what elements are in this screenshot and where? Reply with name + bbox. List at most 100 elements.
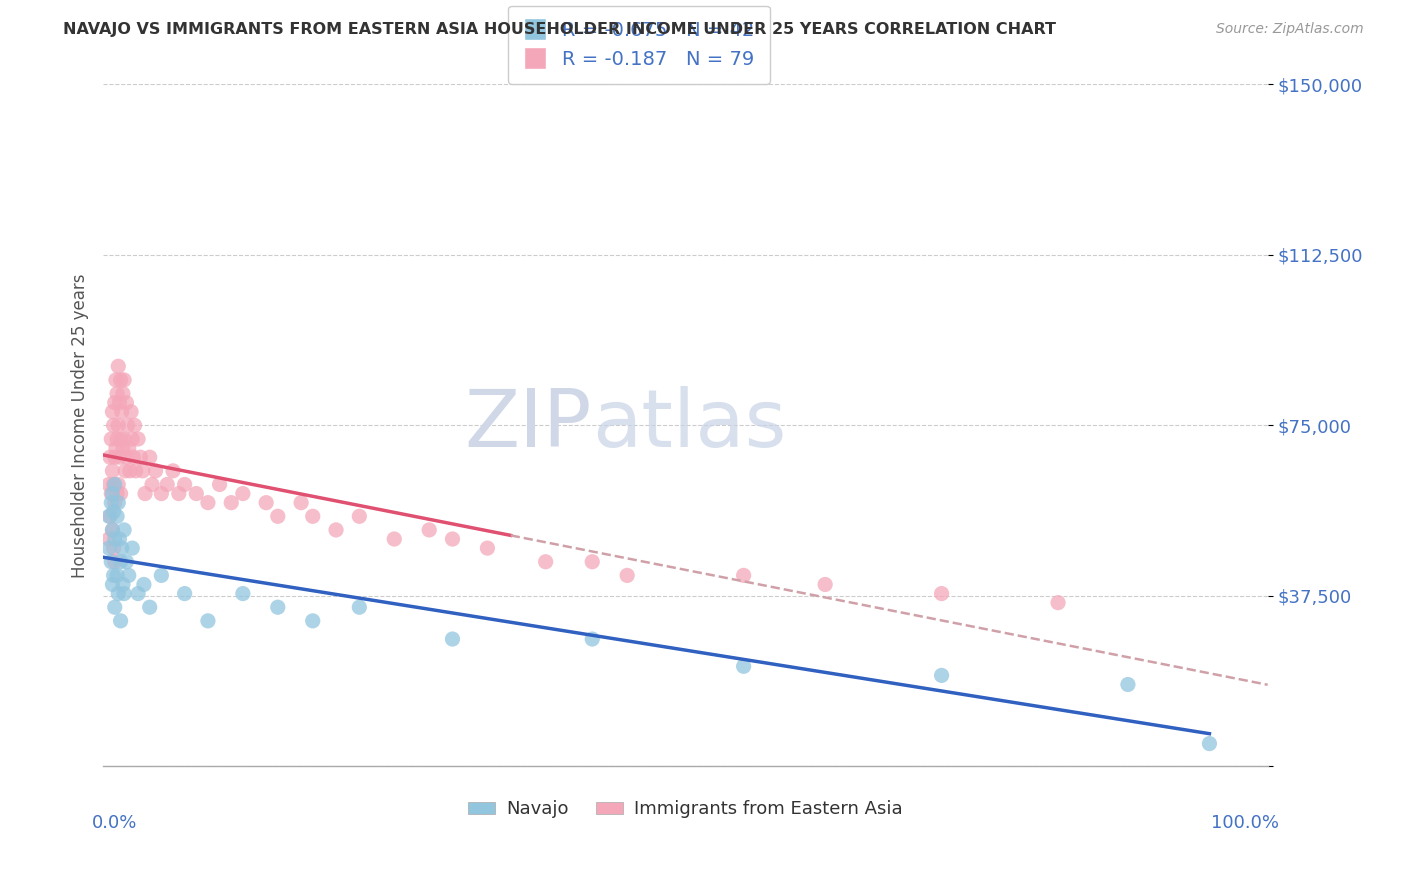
Point <box>97 541 120 555</box>
Point <box>104 450 127 465</box>
Point <box>103 505 125 519</box>
Text: 0.0%: 0.0% <box>91 814 136 832</box>
Point <box>150 568 173 582</box>
Point <box>118 464 141 478</box>
Point <box>1198 737 1220 751</box>
Point <box>167 486 190 500</box>
Point <box>103 477 125 491</box>
Point <box>110 486 132 500</box>
Point <box>349 509 371 524</box>
Point <box>581 632 603 646</box>
Point <box>124 418 146 433</box>
Point <box>232 586 254 600</box>
Point <box>112 432 135 446</box>
Point <box>197 496 219 510</box>
Point <box>382 532 405 546</box>
Point <box>97 532 120 546</box>
Text: Source: ZipAtlas.com: Source: ZipAtlas.com <box>1216 22 1364 37</box>
Point <box>814 577 837 591</box>
Point <box>267 509 290 524</box>
Point <box>108 395 131 409</box>
Point <box>111 541 134 555</box>
Point <box>581 555 603 569</box>
Text: ZIP: ZIP <box>465 386 592 465</box>
Point <box>104 477 127 491</box>
Point <box>103 418 125 433</box>
Point <box>290 496 312 510</box>
Point <box>616 568 638 582</box>
Point <box>110 373 132 387</box>
Point <box>103 541 125 555</box>
Point <box>111 405 134 419</box>
Point <box>105 509 128 524</box>
Point <box>111 441 134 455</box>
Point <box>418 523 440 537</box>
Point <box>107 586 129 600</box>
Point <box>120 405 142 419</box>
Point <box>105 486 128 500</box>
Point <box>107 496 129 510</box>
Point <box>101 464 124 478</box>
Point <box>104 373 127 387</box>
Point <box>101 486 124 500</box>
Point <box>173 586 195 600</box>
Point <box>101 523 124 537</box>
Point <box>301 509 323 524</box>
Text: 100.0%: 100.0% <box>1212 814 1279 832</box>
Point <box>110 555 132 569</box>
Point <box>118 568 141 582</box>
Point <box>138 450 160 465</box>
Point <box>100 555 122 569</box>
Point <box>733 659 755 673</box>
Point <box>100 486 122 500</box>
Point <box>97 509 120 524</box>
Point <box>121 541 143 555</box>
Point <box>150 486 173 500</box>
Point <box>110 614 132 628</box>
Point <box>186 486 208 500</box>
Point <box>105 386 128 401</box>
Point <box>301 614 323 628</box>
Point <box>101 577 124 591</box>
Point <box>349 600 371 615</box>
Point <box>112 373 135 387</box>
Point <box>104 532 127 546</box>
Point <box>125 464 148 478</box>
Point <box>112 523 135 537</box>
Point <box>141 477 163 491</box>
Point <box>138 600 160 615</box>
Point <box>197 614 219 628</box>
Point <box>132 577 155 591</box>
Point <box>98 509 121 524</box>
Point <box>208 477 231 491</box>
Point <box>477 541 499 555</box>
Point <box>173 477 195 491</box>
Point <box>122 450 145 465</box>
Point <box>104 441 127 455</box>
Point <box>115 450 138 465</box>
Point <box>118 441 141 455</box>
Point <box>115 395 138 409</box>
Point <box>110 432 132 446</box>
Point <box>100 432 122 446</box>
Point <box>232 486 254 500</box>
Point <box>931 668 953 682</box>
Point <box>104 496 127 510</box>
Point <box>129 450 152 465</box>
Point <box>733 568 755 582</box>
Point <box>127 586 149 600</box>
Point <box>108 532 131 546</box>
Point <box>108 450 131 465</box>
Point <box>104 555 127 569</box>
Point <box>534 555 557 569</box>
Point <box>441 532 464 546</box>
Point <box>134 486 156 500</box>
Point <box>101 405 124 419</box>
Point <box>105 568 128 582</box>
Point <box>1047 596 1070 610</box>
Point <box>104 600 127 615</box>
Point <box>1116 677 1139 691</box>
Point <box>145 464 167 478</box>
Point <box>107 418 129 433</box>
Point <box>121 432 143 446</box>
